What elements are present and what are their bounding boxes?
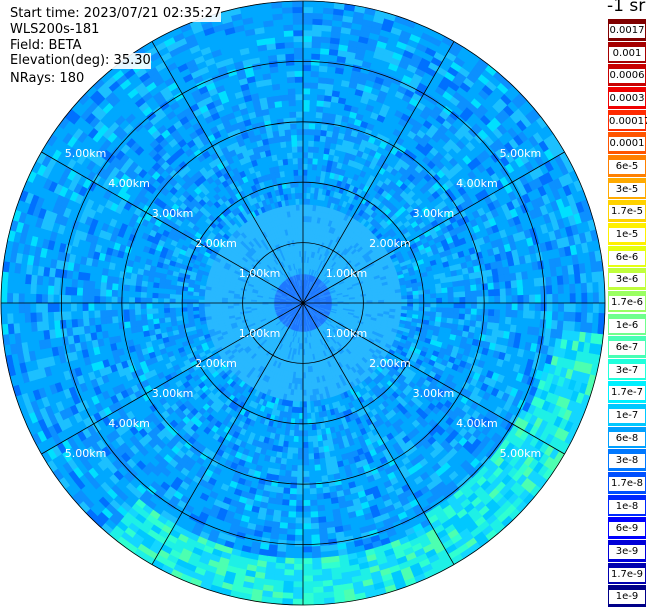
range-ring-label: 3.00km: [152, 387, 194, 400]
colorbar-tick-label: 1.7e-6: [609, 296, 645, 310]
colorbar-unit-label: -1 sr: [607, 0, 645, 16]
range-ring-label: 3.00km: [152, 207, 194, 220]
range-ring-label: 4.00km: [108, 177, 150, 190]
colorbar-tick-label: 3e-7: [609, 364, 645, 378]
colorbar-tick-label: 1e-5: [609, 228, 645, 242]
range-ring-label: 3.00km: [413, 207, 455, 220]
colorbar-tick-label: 6e-6: [609, 251, 645, 265]
start-time-label: Start time: 2023/07/21 02:35:27: [10, 6, 221, 22]
instrument-label: WLS200s-181: [10, 22, 99, 38]
colorbar-tick-label: 0.0006: [609, 69, 645, 83]
colorbar-tick-label: 1.7e-7: [609, 386, 645, 400]
field-label: Field: BETA: [10, 38, 81, 54]
colorbar-tick-label: 0.0003: [609, 92, 645, 106]
range-ring-label: 4.00km: [108, 417, 150, 430]
colorbar-tick-label: 1e-6: [609, 319, 645, 333]
colorbar-tick-label: 0.001: [609, 47, 645, 61]
colorbar-tick-label: 0.0001: [609, 137, 645, 151]
range-ring-label: 2.00km: [369, 237, 411, 250]
colorbar-tick-label: 6e-5: [609, 160, 645, 174]
colorbar-tick-label: 1.7e-8: [609, 477, 645, 491]
range-ring-label: 2.00km: [195, 237, 237, 250]
range-ring-label: 5.00km: [65, 147, 107, 160]
range-ring-label: 4.00km: [456, 417, 498, 430]
colorbar-tick-label: 1.7e-9: [609, 568, 645, 582]
colorbar-tick-label: 3e-5: [609, 183, 645, 197]
range-ring-label: 1.00km: [239, 327, 281, 340]
colorbar-tick-label: 6e-8: [609, 432, 645, 446]
range-ring-label: 2.00km: [195, 357, 237, 370]
range-ring-label: 5.00km: [500, 147, 542, 160]
colorbar-tick-label: 1.7e-5: [609, 205, 645, 219]
colorbar-tick-label: 1e-7: [609, 409, 645, 423]
range-ring-label: 1.00km: [326, 327, 368, 340]
colorbar-tick-label: 0.0017: [609, 24, 645, 38]
range-ring-label: 5.00km: [500, 447, 542, 460]
colorbar-tick-label: 3e-6: [609, 273, 645, 287]
range-ring-label: 4.00km: [456, 177, 498, 190]
colorbar-tick-label: 1e-9: [609, 590, 645, 604]
colorbar-tick-label: 0.00017: [609, 115, 645, 129]
elevation-label: Elevation(deg): 35.30: [10, 53, 151, 69]
range-ring-label: 1.00km: [326, 267, 368, 280]
colorbar-tick-label: 1e-8: [609, 500, 645, 514]
colorbar-tick-label: 3e-9: [609, 545, 645, 559]
nrays-label: NRays: 180: [10, 71, 84, 87]
colorbar-tick-label: 6e-9: [609, 522, 645, 536]
range-ring-label: 3.00km: [413, 387, 455, 400]
ppi-plot: 1.00km 1.00km 1.00km 1.00km 2.00km 2.00km 2.00…: [0, 0, 607, 607]
range-ring-label: 2.00km: [369, 357, 411, 370]
range-ring-label: 1.00km: [239, 267, 281, 280]
colorbar-tick-label: 6e-7: [609, 341, 645, 355]
range-ring-label: 5.00km: [65, 447, 107, 460]
colorbar-tick-label: 3e-8: [609, 454, 645, 468]
